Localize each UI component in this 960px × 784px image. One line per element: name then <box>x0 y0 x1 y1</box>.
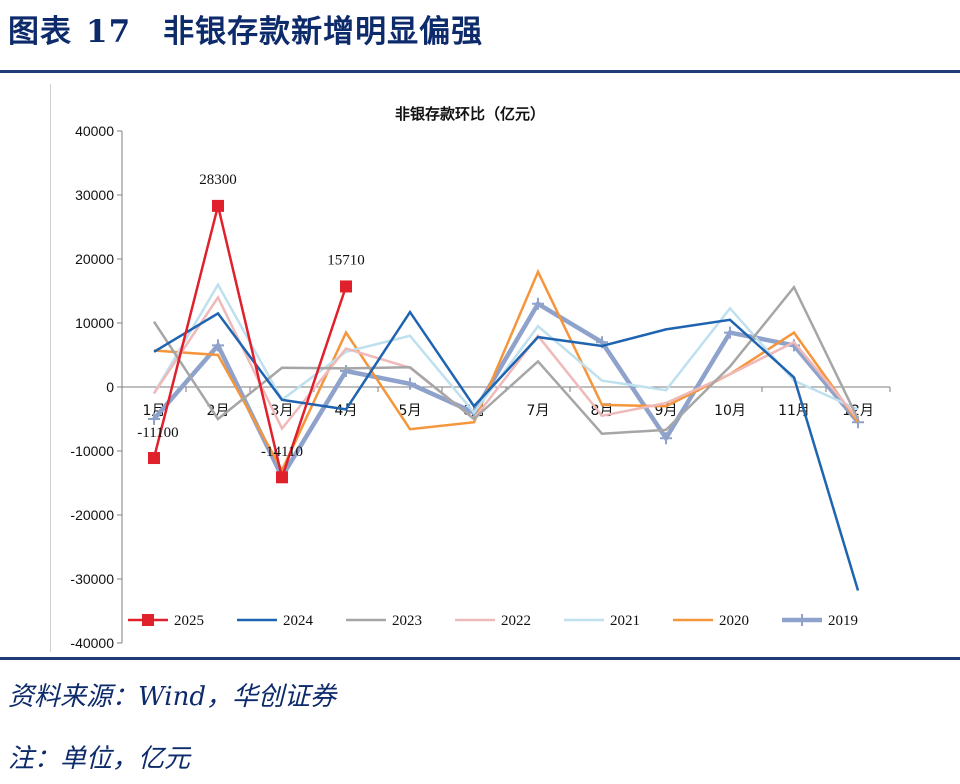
data-label: -11100 <box>137 425 178 441</box>
legend-label-2021: 2021 <box>610 613 640 629</box>
series-marker-2025 <box>276 471 288 484</box>
series-marker-2019 <box>212 339 224 352</box>
legend-label-2025: 2025 <box>174 613 204 629</box>
series-marker-2019 <box>532 297 544 310</box>
source-text: 资料来源：Wind，华创证券 <box>8 682 336 712</box>
series-marker-2019 <box>148 413 160 425</box>
series-line-2023 <box>152 284 860 435</box>
y-axis: 40000 30000 20000 10000 0 -10000 -20000 -30000 -… <box>70 123 123 651</box>
series-line-2021 <box>152 282 859 415</box>
figure-heading: 非银存款新增明显偏强 <box>163 14 484 50</box>
figure-label: 图表 <box>8 14 72 50</box>
legend-marker-2025 <box>142 614 154 626</box>
data-label: -14110 <box>261 444 303 460</box>
series-line-2020 <box>153 268 860 473</box>
y-tick-label: 0 <box>106 379 114 395</box>
legend-marker-2019 <box>796 614 808 626</box>
series-line-2025 <box>152 205 348 482</box>
chart-left-border <box>50 84 51 652</box>
series-marker-2025 <box>340 280 352 293</box>
y-tick-label: 10000 <box>75 315 114 331</box>
x-tick-label: 10月 <box>714 403 746 419</box>
series-line-2024 <box>153 309 860 591</box>
x-tick-label: 5月 <box>399 403 422 419</box>
series-line-2022 <box>152 294 859 431</box>
series-marker-2019 <box>404 377 416 390</box>
figure-number: 17 <box>86 14 132 50</box>
series-marker-2019 <box>660 432 672 445</box>
data-label: 28300 <box>199 172 237 188</box>
figure-title: 图表 17 非银存款新增明显偏强 <box>8 6 483 51</box>
chart-title: 非银存款环比（亿元） <box>395 105 545 123</box>
legend-label-2023: 2023 <box>392 613 422 629</box>
data-labels: -11100 28300 -14110 15710 <box>137 172 364 460</box>
legend-label-2019: 2019 <box>828 613 858 629</box>
data-label: 15710 <box>327 252 365 268</box>
y-tick-label: 40000 <box>75 123 114 139</box>
series-line-2019 <box>152 300 860 482</box>
series-marker-2025 <box>212 199 224 212</box>
x-tick-label: 4月 <box>335 403 358 419</box>
series-marker-2025 <box>148 452 160 465</box>
series-marker-2019 <box>340 365 352 377</box>
y-tick-label: -10000 <box>70 443 114 459</box>
x-tick-label: 7月 <box>527 403 550 419</box>
y-tick-label: -20000 <box>70 507 114 523</box>
note-text: 注：单位，亿元 <box>8 744 191 774</box>
y-tick-label: -40000 <box>70 635 114 651</box>
bottom-rule <box>0 657 960 660</box>
y-tick-label: 20000 <box>75 251 114 267</box>
series-group <box>148 199 864 591</box>
legend-label-2022: 2022 <box>501 613 531 629</box>
y-tick-label: 30000 <box>75 187 114 203</box>
series-marker-2019 <box>724 326 736 339</box>
y-tick-label: -30000 <box>70 571 114 587</box>
line-chart: 非银存款环比（亿元） 40000 30000 20000 10000 0 -10000 -2… <box>70 105 891 651</box>
legend: 2025 2024 2023 2022 2021 2020 2019 <box>128 613 858 629</box>
legend-label-2020: 2020 <box>719 613 749 629</box>
top-rule <box>0 70 960 73</box>
legend-label-2024: 2024 <box>283 613 314 629</box>
